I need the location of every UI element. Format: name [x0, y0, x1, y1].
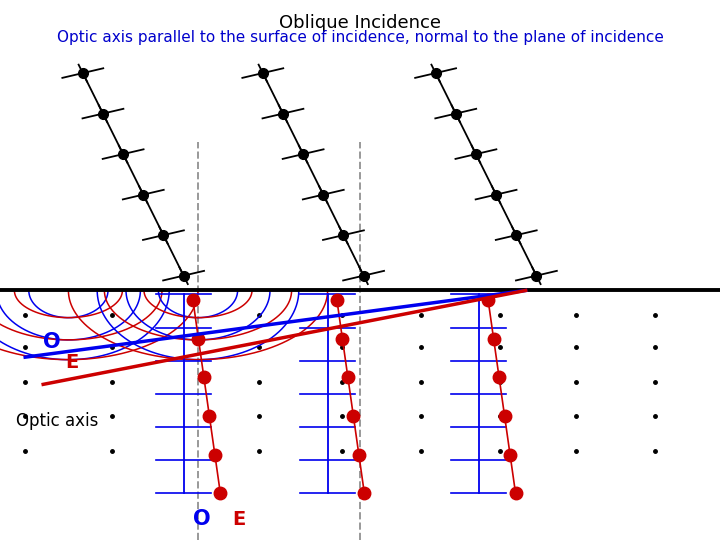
Text: E: E [232, 510, 245, 529]
Text: Oblique Incidence: Oblique Incidence [279, 14, 441, 31]
Text: Optic axis parallel to the surface of incidence, normal to the plane of incidenc: Optic axis parallel to the surface of in… [57, 30, 663, 45]
Text: Optic axis: Optic axis [16, 413, 98, 430]
Text: O: O [43, 332, 60, 352]
Text: O: O [193, 509, 210, 529]
Text: E: E [65, 353, 78, 372]
